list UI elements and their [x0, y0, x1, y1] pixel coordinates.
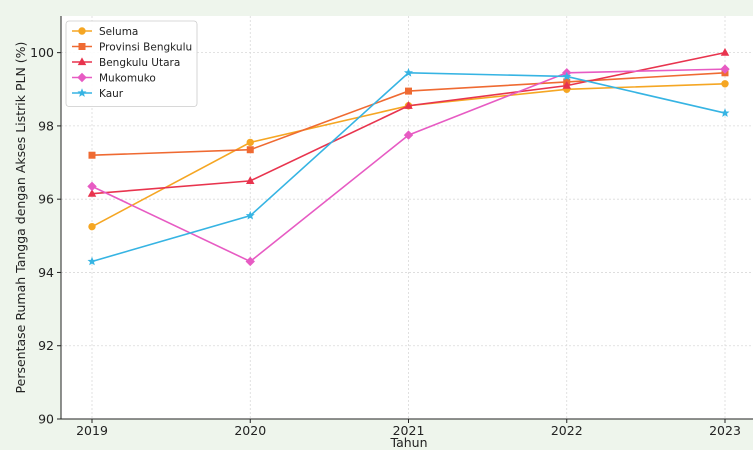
x-axis-label: Tahun	[390, 435, 428, 450]
data-point-kaur	[562, 71, 572, 81]
data-point-mukomuko	[403, 130, 414, 140]
data-point-kaur	[245, 210, 255, 220]
data-point-seluma	[721, 80, 729, 88]
x-tick-label: 2020	[234, 423, 266, 438]
data-point-bengkulu-utara	[404, 101, 413, 109]
x-tick-label: 2019	[76, 423, 108, 438]
x-tick-label: 2023	[709, 423, 741, 438]
legend-item-seluma: Seluma	[72, 26, 138, 38]
data-point-kaur	[720, 108, 730, 117]
legend-label: Seluma	[99, 26, 138, 38]
legend-marker	[77, 88, 87, 97]
data-point-provinsi-bengkulu	[88, 151, 96, 159]
data-point-kaur	[404, 68, 413, 77]
legend-label: Kaur	[99, 88, 124, 100]
legend-box	[65, 20, 198, 107]
data-point-kaur	[87, 256, 97, 266]
legend-item-bengkulu-utara: Bengkulu Utara	[72, 57, 180, 69]
series-bengkulu-utara	[87, 47, 730, 197]
y-tick-label: 94	[38, 265, 54, 280]
legend: Seluma Provinsi Bengkulu Bengkulu Utara Muk…	[65, 20, 198, 107]
legend-item-mukomuko: Mukomuko	[72, 72, 156, 84]
ticks: 2019 2020 2021 2022 2023 90 92 94 96 98 100	[30, 45, 741, 438]
y-tick-label: 90	[38, 412, 54, 427]
data-point-bengkulu-utara	[246, 176, 255, 184]
data-point-provinsi-bengkulu	[405, 87, 412, 95]
legend-label: Provinsi Bengkulu	[99, 41, 192, 53]
y-tick-label: 98	[38, 118, 54, 133]
x-tick-label: 2021	[393, 423, 425, 438]
y-axis-label: Persentase Rumah Tangga dengan Akses Lis…	[13, 42, 28, 394]
legend-item-provinsi-bengkulu: Provinsi Bengkulu	[72, 41, 192, 53]
legend-item-kaur: Kaur	[72, 88, 124, 100]
y-tick-label: 96	[38, 192, 54, 207]
data-point-provinsi-bengkulu	[246, 146, 254, 154]
data-point-bengkulu-utara	[562, 80, 571, 89]
x-tick-label: 2022	[551, 423, 583, 438]
legend-marker	[78, 27, 86, 35]
legend-marker	[78, 43, 86, 50]
y-tick-label: 92	[38, 338, 54, 353]
legend-label: Bengkulu Utara	[99, 57, 180, 69]
series-kaur	[87, 68, 730, 266]
axes	[60, 16, 753, 420]
legend-marker	[77, 72, 87, 83]
legend-label: Mukomuko	[99, 72, 156, 84]
data-point-mukomuko	[245, 256, 255, 267]
data-point-bengkulu-utara	[720, 47, 730, 56]
data-point-seluma	[246, 138, 254, 147]
legend-marker	[77, 57, 87, 66]
data-point-mukomuko	[720, 64, 730, 74]
data-point-seluma	[88, 222, 96, 231]
data-point-mukomuko	[87, 181, 97, 192]
series-layer	[87, 47, 730, 267]
data-point-bengkulu-utara	[87, 189, 97, 197]
y-tick-label: 100	[30, 45, 54, 60]
